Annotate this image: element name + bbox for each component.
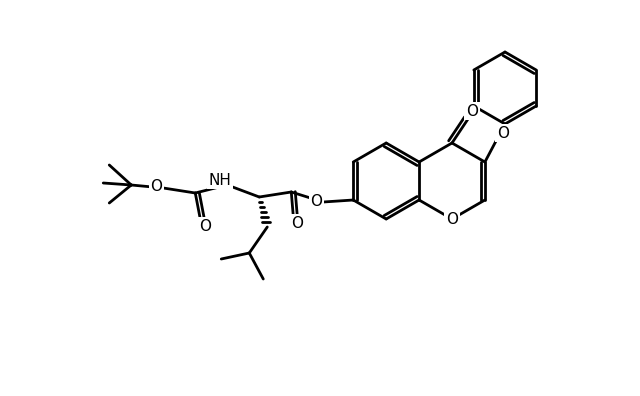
Text: O: O — [310, 194, 323, 209]
Text: O: O — [291, 215, 303, 230]
Text: O: O — [150, 179, 163, 194]
Text: O: O — [466, 103, 478, 118]
Text: O: O — [446, 211, 458, 227]
Text: O: O — [497, 126, 509, 141]
Text: O: O — [199, 219, 211, 234]
Text: NH: NH — [209, 173, 232, 187]
